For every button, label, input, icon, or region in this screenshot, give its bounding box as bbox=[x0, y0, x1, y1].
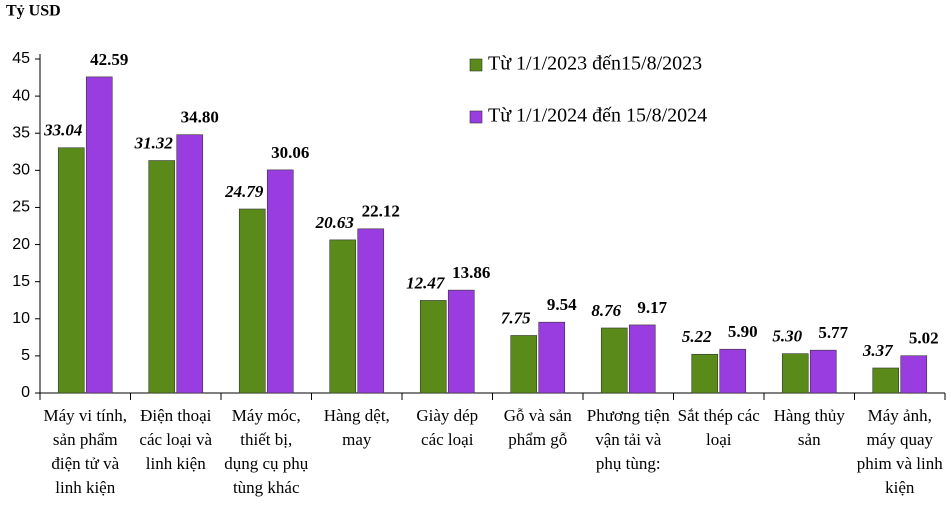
data-label: 5.77 bbox=[818, 323, 848, 342]
x-tick-label: Điện thoại các loại và linh kiện bbox=[139, 406, 213, 473]
bar bbox=[85, 76, 113, 394]
y-tick-label: 5 bbox=[21, 347, 30, 364]
y-tick-label: 0 bbox=[21, 384, 30, 401]
bar bbox=[447, 289, 475, 394]
x-tick-label: Hàng thủy sản bbox=[773, 406, 845, 449]
bar bbox=[872, 367, 900, 394]
bar bbox=[719, 348, 747, 394]
bar bbox=[176, 134, 204, 394]
bar bbox=[600, 327, 628, 394]
y-tick-label: 10 bbox=[12, 310, 30, 327]
x-tick-label: Máy ảnh, máy quay phim và linh kiện bbox=[856, 406, 943, 497]
x-tick-label: Giày dép các loại bbox=[416, 406, 479, 449]
y-axis-title: Tỷ USD bbox=[6, 3, 61, 20]
data-label: 9.54 bbox=[547, 295, 577, 314]
data-label: 20.63 bbox=[315, 213, 355, 232]
data-label: 12.47 bbox=[406, 273, 446, 292]
x-tick-label: Sắt thép các loại bbox=[677, 406, 760, 449]
data-label: 33.04 bbox=[43, 121, 82, 140]
y-tick-label: 35 bbox=[12, 124, 30, 141]
data-label: 5.30 bbox=[772, 327, 802, 346]
bar bbox=[329, 239, 357, 394]
legend-label: Từ 1/1/2023 đến15/8/2023 bbox=[488, 53, 702, 75]
y-tick-label: 15 bbox=[12, 273, 30, 290]
x-tick-label: Gỗ và sản phẩm gỗ bbox=[503, 406, 572, 449]
y-tick-label: 40 bbox=[12, 87, 30, 104]
y-tick-label: 20 bbox=[12, 236, 30, 253]
data-label: 30.06 bbox=[271, 143, 309, 162]
data-label: 5.22 bbox=[682, 327, 712, 346]
data-label: 9.17 bbox=[637, 298, 667, 317]
bar bbox=[419, 300, 447, 394]
bar bbox=[57, 147, 85, 394]
legend-marker bbox=[469, 110, 483, 124]
bar bbox=[238, 208, 266, 394]
x-tick-label: Phương tiện vận tải và phụ tùng: bbox=[586, 406, 670, 473]
bar bbox=[628, 324, 656, 394]
data-label: 7.75 bbox=[501, 308, 531, 327]
bar bbox=[148, 160, 176, 394]
legend-label: Từ 1/1/2024 đến 15/8/2024 bbox=[488, 105, 707, 127]
data-label: 22.12 bbox=[362, 202, 400, 221]
data-label: 3.37 bbox=[862, 341, 894, 360]
x-tick-label: Hàng dệt, may bbox=[323, 406, 390, 449]
x-tick-label: Máy vi tính, sản phẩm điện tử và linh ki… bbox=[43, 406, 128, 497]
bar bbox=[809, 349, 837, 394]
bar bbox=[781, 353, 809, 394]
bar bbox=[510, 335, 538, 394]
data-label: 5.02 bbox=[909, 329, 939, 348]
data-label: 42.59 bbox=[90, 50, 128, 69]
y-tick-label: 45 bbox=[12, 50, 30, 67]
data-label: 31.32 bbox=[134, 133, 174, 152]
bar bbox=[900, 355, 928, 394]
bar bbox=[538, 321, 566, 394]
data-label: 34.80 bbox=[181, 108, 219, 127]
data-label: 13.86 bbox=[452, 263, 490, 282]
bar bbox=[357, 228, 385, 394]
bar bbox=[266, 169, 294, 394]
data-label: 5.90 bbox=[728, 322, 758, 341]
data-label: 24.79 bbox=[224, 182, 264, 201]
y-tick-label: 30 bbox=[12, 162, 30, 179]
legend-marker bbox=[469, 58, 483, 72]
x-tick-label: Máy móc, thiết bị, dụng cụ phụ tùng khác bbox=[224, 406, 309, 497]
data-label: 8.76 bbox=[591, 301, 621, 320]
y-tick-label: 25 bbox=[12, 199, 30, 216]
bar bbox=[691, 353, 719, 394]
